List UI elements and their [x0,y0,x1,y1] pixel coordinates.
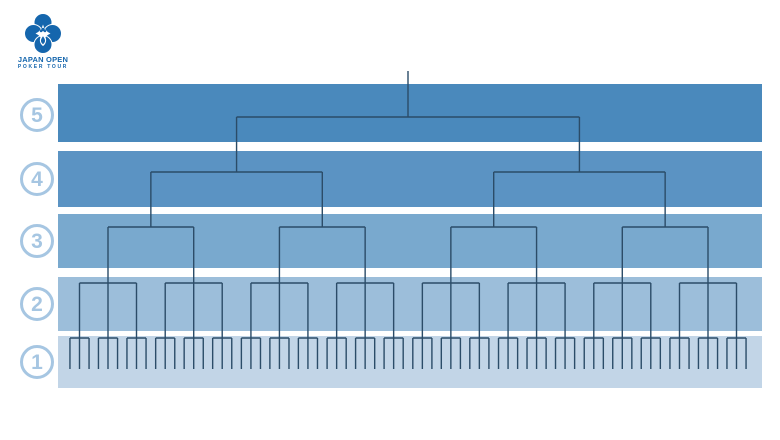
jopt-logo: JAPAN OPEN POKER TOUR [15,12,71,70]
round-number: 1 [31,350,43,374]
round-3-band [58,214,762,268]
round-5-band [58,84,762,142]
round-5-badge: 5 [20,98,54,132]
round-4-badge: 4 [20,162,54,196]
round-3-badge: 3 [20,224,54,258]
clover-spade-icon [24,13,62,54]
round-2-badge: 2 [20,287,54,321]
round-4-band [58,151,762,207]
logo-subtitle: POKER TOUR [17,64,69,70]
round-1-badge: 1 [20,345,54,379]
logo-title: JAPAN OPEN [17,55,69,64]
round-number: 2 [31,292,43,316]
round-number: 5 [31,103,43,127]
round-2-band [58,277,762,331]
round-number: 3 [31,229,43,253]
round-number: 4 [31,167,43,191]
